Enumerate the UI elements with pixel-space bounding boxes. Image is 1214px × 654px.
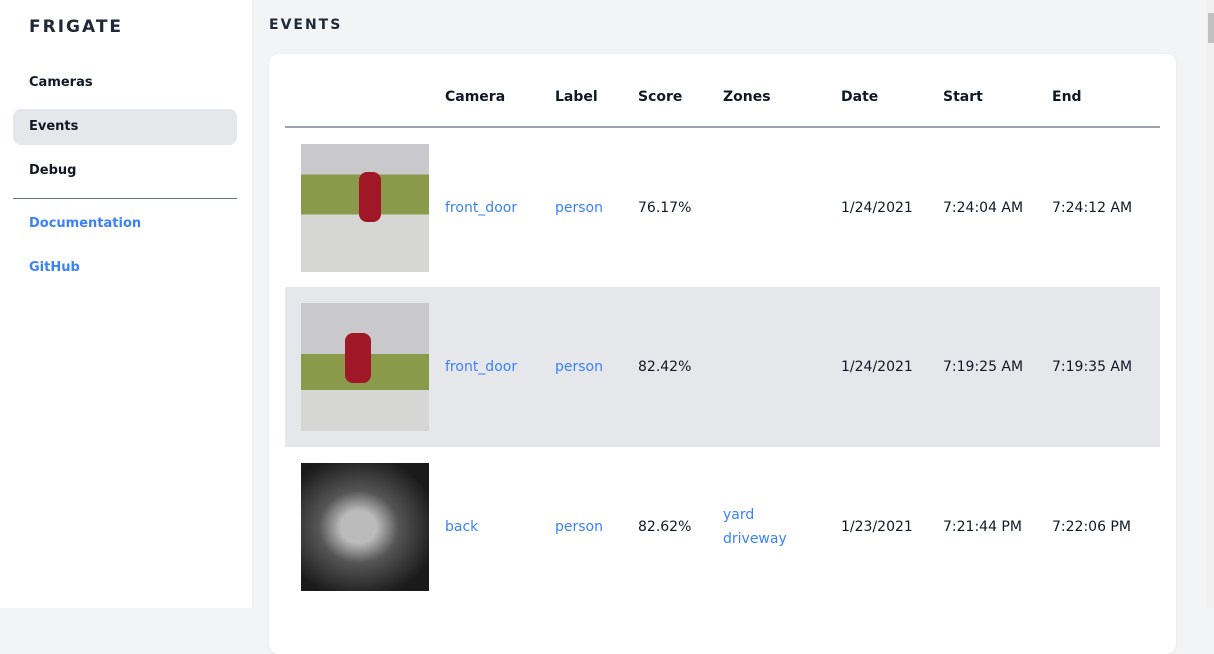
date: 1/24/2021 (841, 287, 943, 447)
end-time: 7:19:35 AM (1052, 287, 1160, 447)
table-row[interactable]: back person 82.62% yard driveway 1/23/202… (285, 447, 1160, 607)
end-time: 7:24:12 AM (1052, 199, 1133, 216)
table-row[interactable]: front_door person 82.42% 1/24/2021 7:19:… (285, 287, 1160, 447)
date: 1/24/2021 (841, 199, 913, 216)
sidebar-link-github[interactable]: GitHub (29, 260, 80, 275)
date: 1/23/2021 (841, 519, 913, 535)
zone-link[interactable]: yard (723, 507, 755, 523)
page-title: EVENTS (269, 17, 343, 33)
score: 82.42% (638, 287, 723, 447)
event-thumbnail[interactable] (301, 463, 429, 591)
scrollbar[interactable] (1206, 0, 1214, 608)
score: 76.17% (638, 199, 692, 216)
end-time: 7:22:06 PM (1052, 519, 1131, 535)
col-camera: Camera (445, 54, 555, 128)
label-link[interactable]: person (555, 519, 603, 535)
col-zones: Zones (723, 54, 841, 128)
col-start: Start (943, 54, 1052, 128)
sidebar-item-debug[interactable]: Debug (29, 163, 77, 178)
label-link[interactable]: person (555, 199, 603, 216)
col-thumbnail (285, 54, 445, 128)
sidebar: FRIGATE Cameras Events Debug Documentati… (0, 0, 253, 608)
events-table: Camera Label Score Zones Date Start End … (285, 54, 1160, 607)
camera-link[interactable]: front_door (445, 359, 518, 375)
start-time: 7:24:04 AM (943, 199, 1024, 216)
sidebar-item-events[interactable]: Events (13, 109, 237, 145)
brand-logo[interactable]: FRIGATE (29, 17, 124, 37)
sidebar-link-documentation[interactable]: Documentation (29, 216, 142, 231)
label-link[interactable]: person (555, 359, 603, 375)
event-thumbnail[interactable] (301, 303, 429, 431)
sidebar-item-cameras[interactable]: Cameras (29, 75, 93, 90)
col-label: Label (555, 54, 638, 128)
event-thumbnail[interactable] (301, 143, 429, 272)
scrollbar-thumb[interactable] (1208, 13, 1214, 43)
camera-link[interactable]: front_door (445, 199, 518, 216)
start-time: 7:19:25 AM (943, 287, 1052, 447)
col-date: Date (841, 54, 943, 128)
col-score: Score (638, 54, 723, 128)
sidebar-divider (13, 198, 237, 199)
events-card: Camera Label Score Zones Date Start End … (269, 54, 1176, 654)
main-content: EVENTS Camera Label Score Zones Date Sta… (253, 0, 1206, 654)
table-header: Camera Label Score Zones Date Start End (285, 54, 1160, 128)
table-row[interactable]: front_door person 76.17% 1/24/2021 7:24:… (285, 127, 1160, 287)
col-end: End (1052, 54, 1160, 128)
score: 82.62% (638, 519, 692, 535)
zone-link[interactable]: driveway (723, 531, 787, 547)
camera-link[interactable]: back (445, 519, 479, 535)
start-time: 7:21:44 PM (943, 519, 1022, 535)
